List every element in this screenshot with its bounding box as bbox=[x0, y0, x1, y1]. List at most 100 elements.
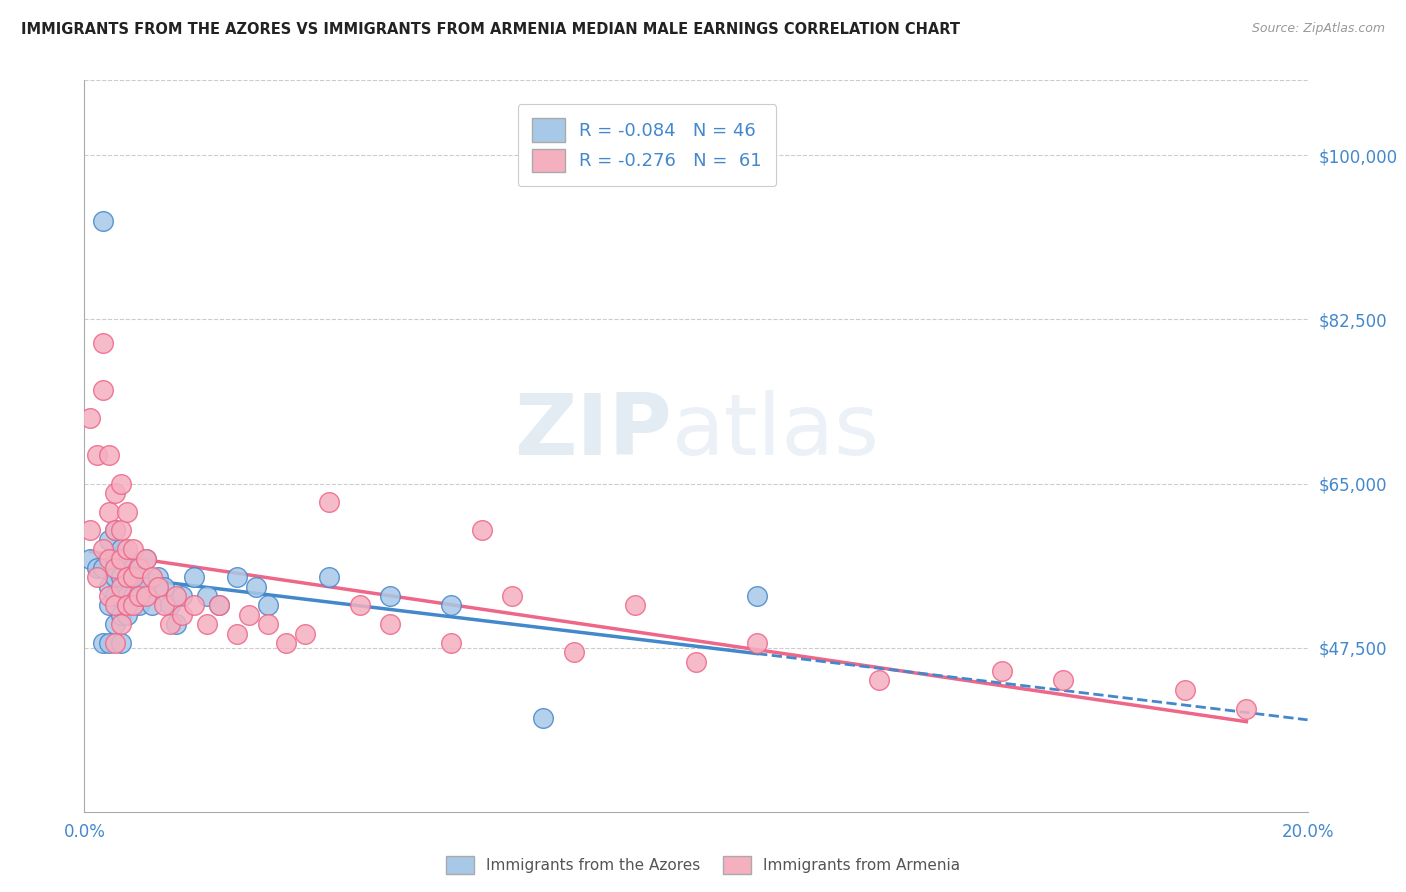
Point bbox=[97, 551, 120, 566]
Point bbox=[440, 599, 463, 613]
Point bbox=[135, 580, 157, 594]
Point bbox=[115, 589, 138, 603]
Point bbox=[79, 551, 101, 566]
Point bbox=[238, 607, 260, 622]
Point bbox=[245, 580, 267, 594]
Point bbox=[531, 711, 554, 725]
Point bbox=[257, 617, 280, 632]
Point bbox=[110, 617, 132, 632]
Point bbox=[110, 580, 132, 594]
Point bbox=[122, 599, 145, 613]
Point bbox=[91, 383, 114, 397]
Point bbox=[135, 589, 157, 603]
Point bbox=[562, 645, 585, 659]
Text: ZIP: ZIP bbox=[513, 390, 672, 473]
Point bbox=[208, 599, 231, 613]
Point bbox=[195, 617, 218, 632]
Point bbox=[747, 636, 769, 650]
Point bbox=[104, 524, 127, 538]
Point bbox=[104, 589, 127, 603]
Point bbox=[79, 410, 101, 425]
Y-axis label: Median Male Earnings: Median Male Earnings bbox=[0, 369, 7, 523]
Point bbox=[128, 599, 150, 613]
Point bbox=[86, 570, 108, 584]
Point bbox=[86, 561, 108, 575]
Point bbox=[380, 617, 402, 632]
Point bbox=[97, 533, 120, 547]
Point bbox=[97, 599, 120, 613]
Point bbox=[97, 449, 120, 463]
Point bbox=[624, 599, 647, 613]
Point bbox=[172, 589, 194, 603]
Point bbox=[110, 542, 132, 557]
Point bbox=[991, 664, 1014, 678]
Point bbox=[747, 589, 769, 603]
Point bbox=[122, 589, 145, 603]
Point bbox=[104, 599, 127, 613]
Point bbox=[86, 449, 108, 463]
Point bbox=[110, 589, 132, 603]
Point bbox=[141, 570, 163, 584]
Point bbox=[141, 599, 163, 613]
Point bbox=[1236, 701, 1258, 715]
Point bbox=[104, 551, 127, 566]
Point bbox=[91, 636, 114, 650]
Point bbox=[104, 486, 127, 500]
Point bbox=[172, 607, 194, 622]
Point bbox=[146, 580, 169, 594]
Text: Source: ZipAtlas.com: Source: ZipAtlas.com bbox=[1251, 22, 1385, 36]
Text: IMMIGRANTS FROM THE AZORES VS IMMIGRANTS FROM ARMENIA MEDIAN MALE EARNINGS CORRE: IMMIGRANTS FROM THE AZORES VS IMMIGRANTS… bbox=[21, 22, 960, 37]
Point bbox=[349, 599, 371, 613]
Point bbox=[135, 551, 157, 566]
Point bbox=[115, 570, 138, 584]
Point bbox=[110, 476, 132, 491]
Point bbox=[183, 599, 205, 613]
Point bbox=[276, 636, 298, 650]
Point bbox=[122, 542, 145, 557]
Point bbox=[115, 542, 138, 557]
Legend: Immigrants from the Azores, Immigrants from Armenia: Immigrants from the Azores, Immigrants f… bbox=[440, 850, 966, 880]
Point bbox=[294, 626, 316, 640]
Point bbox=[502, 589, 524, 603]
Point bbox=[1174, 682, 1197, 697]
Point bbox=[869, 673, 891, 688]
Point bbox=[128, 561, 150, 575]
Point bbox=[110, 551, 132, 566]
Point bbox=[97, 580, 120, 594]
Point bbox=[104, 570, 127, 584]
Point bbox=[110, 524, 132, 538]
Point bbox=[91, 561, 114, 575]
Legend: R = -0.084   N = 46, R = -0.276   N =  61: R = -0.084 N = 46, R = -0.276 N = 61 bbox=[517, 104, 776, 186]
Point bbox=[183, 570, 205, 584]
Point bbox=[104, 524, 127, 538]
Point bbox=[91, 335, 114, 350]
Point bbox=[226, 626, 249, 640]
Point bbox=[159, 617, 181, 632]
Point bbox=[115, 607, 138, 622]
Point bbox=[153, 580, 176, 594]
Point bbox=[159, 599, 181, 613]
Point bbox=[97, 589, 120, 603]
Point bbox=[91, 542, 114, 557]
Point bbox=[115, 570, 138, 584]
Point bbox=[115, 505, 138, 519]
Point bbox=[440, 636, 463, 650]
Point bbox=[146, 570, 169, 584]
Point bbox=[380, 589, 402, 603]
Point bbox=[97, 636, 120, 650]
Point bbox=[110, 607, 132, 622]
Point bbox=[165, 589, 187, 603]
Point bbox=[79, 524, 101, 538]
Point bbox=[153, 599, 176, 613]
Point bbox=[104, 617, 127, 632]
Point bbox=[110, 636, 132, 650]
Point bbox=[226, 570, 249, 584]
Point bbox=[104, 561, 127, 575]
Point bbox=[115, 551, 138, 566]
Point bbox=[110, 570, 132, 584]
Point bbox=[471, 524, 494, 538]
Point bbox=[104, 636, 127, 650]
Point bbox=[135, 551, 157, 566]
Point bbox=[97, 505, 120, 519]
Point bbox=[128, 570, 150, 584]
